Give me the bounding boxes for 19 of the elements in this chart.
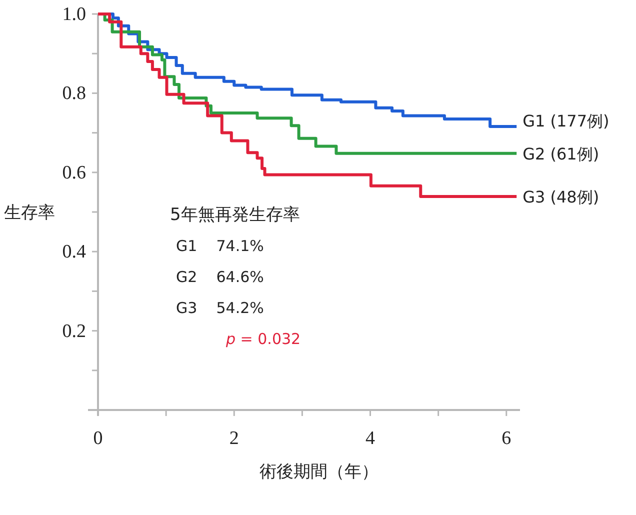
series-label: G1 (177例) <box>522 111 610 130</box>
y-tick-label: 0.2 <box>62 320 86 342</box>
y-tick-label: 0.8 <box>62 83 86 104</box>
x-tick-label: 0 <box>93 428 103 449</box>
series-label: G2 (61例) <box>522 144 600 164</box>
x-tick-label: 4 <box>366 428 376 449</box>
x-axis-title: 術後期間（年） <box>260 462 378 482</box>
y-tick-label: 0.4 <box>62 242 86 263</box>
annotation: p = 0.032 <box>225 330 301 348</box>
x-tick-label: 6 <box>502 428 512 449</box>
annotation: G3 54.2% <box>176 299 264 317</box>
annotation: G1 74.1% <box>176 237 264 255</box>
y-tick-label: 1.0 <box>62 4 86 25</box>
x-tick-label: 2 <box>229 428 239 449</box>
annotation: 5年無再発生存率 <box>170 205 300 225</box>
y-axis-title: 生存率 <box>4 203 55 223</box>
y-tick-label: 0.6 <box>62 162 86 184</box>
annotation: G2 64.6% <box>176 268 264 286</box>
series-label: G3 (48例) <box>522 188 600 207</box>
